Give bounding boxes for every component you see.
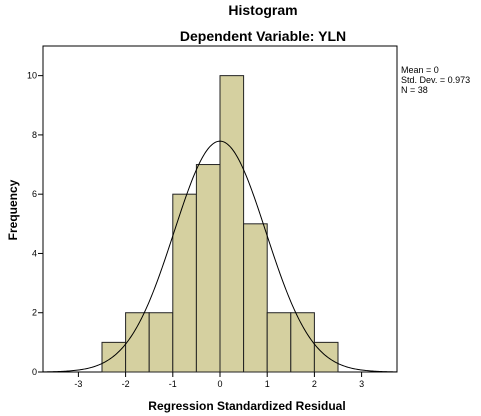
x-tick-label: -2 [122,379,130,389]
y-tick-label: 2 [32,308,37,318]
x-tick-label: 1 [265,379,270,389]
stat-std-dev: Std. Dev. = 0.973 [401,75,470,85]
chart-subtitle: Dependent Variable: YLN [180,28,346,44]
x-tick-label: -1 [169,379,177,389]
y-axis-label: Frequency [6,179,20,240]
x-tick-label: 3 [359,379,364,389]
histogram-bar [313,341,339,373]
y-tick-label: 4 [32,248,37,258]
stat-mean: Mean = 0 [401,65,439,75]
x-tick-label: -3 [74,379,82,389]
histogram-bar [148,312,174,373]
x-tick-label: 0 [217,379,222,389]
stat-n: N = 38 [401,85,428,95]
y-tick-label: 8 [32,130,37,140]
y-tick-label: 0 [32,367,37,377]
normal-curve [42,140,398,373]
histogram-bar [290,312,315,373]
histogram-bar [172,193,197,373]
histogram-bar [195,164,221,373]
histogram-bar [219,75,245,373]
histogram-bar [266,312,292,373]
x-axis-label: Regression Standardized Residual [148,399,345,413]
histogram-bar [125,312,150,373]
x-tick-label: 2 [312,379,317,389]
chart-title: Histogram [228,2,297,18]
y-tick-label: 6 [32,189,37,199]
histogram-bar [101,341,127,373]
y-tick-label: 10 [27,71,37,81]
histogram-bar [243,223,268,373]
